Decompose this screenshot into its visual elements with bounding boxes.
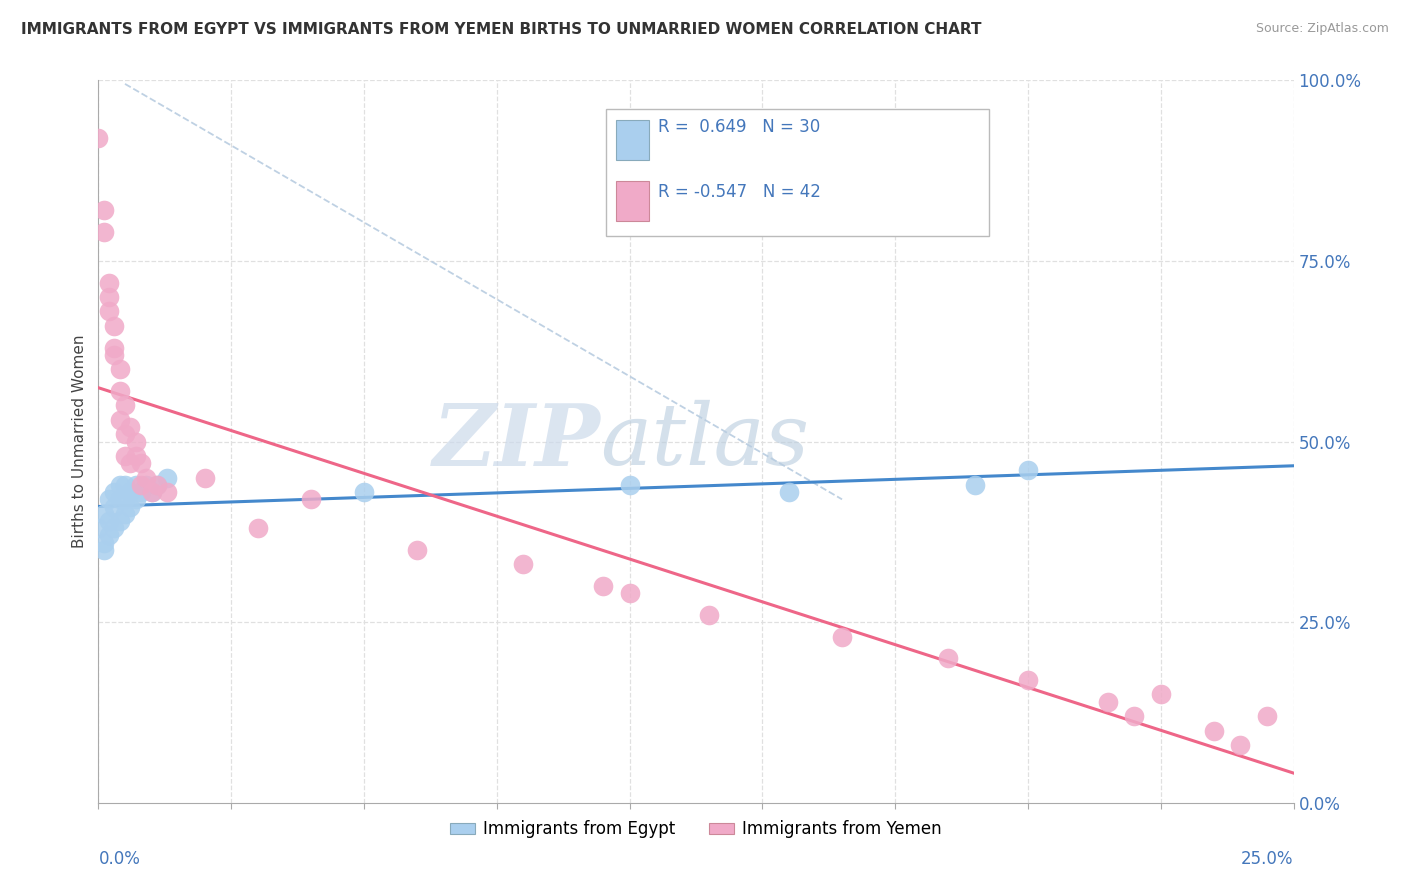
Point	[120, 456, 142, 470]
Point	[353, 485, 375, 500]
Point	[141, 485, 163, 500]
Point	[93, 507, 115, 521]
Point	[246, 521, 269, 535]
Point	[619, 586, 641, 600]
Point	[108, 492, 131, 507]
Text: ZIP: ZIP	[433, 400, 600, 483]
Point	[103, 348, 125, 362]
Point	[87, 131, 110, 145]
Text: 25.0%: 25.0%	[1241, 850, 1294, 868]
Point	[1229, 738, 1251, 752]
Point	[1202, 723, 1225, 738]
Point	[1097, 695, 1119, 709]
Point	[141, 485, 163, 500]
Point	[194, 470, 217, 484]
Point	[114, 492, 136, 507]
Point	[697, 607, 720, 622]
Point	[98, 514, 121, 528]
Point	[135, 470, 157, 484]
Point	[1256, 709, 1278, 723]
FancyBboxPatch shape	[616, 181, 650, 221]
Point	[103, 500, 125, 514]
Point	[592, 579, 614, 593]
Point	[831, 630, 853, 644]
Point	[936, 651, 959, 665]
Y-axis label: Births to Unmarried Women: Births to Unmarried Women	[72, 334, 87, 549]
Text: 0.0%: 0.0%	[98, 850, 141, 868]
Point	[98, 290, 121, 304]
Text: atlas: atlas	[600, 401, 810, 483]
Point	[108, 478, 131, 492]
Point	[129, 478, 152, 492]
Point	[778, 485, 800, 500]
Point	[98, 492, 121, 507]
Text: IMMIGRANTS FROM EGYPT VS IMMIGRANTS FROM YEMEN BIRTHS TO UNMARRIED WOMEN CORRELA: IMMIGRANTS FROM EGYPT VS IMMIGRANTS FROM…	[21, 22, 981, 37]
Point	[124, 492, 146, 507]
Point	[120, 485, 142, 500]
Point	[120, 500, 142, 514]
Point	[120, 420, 142, 434]
Point	[108, 362, 131, 376]
Point	[124, 478, 146, 492]
Point	[124, 449, 146, 463]
Point	[963, 478, 986, 492]
Point	[124, 434, 146, 449]
Point	[93, 535, 115, 549]
Point	[156, 470, 179, 484]
Point	[619, 478, 641, 492]
Point	[1017, 673, 1039, 687]
Point	[98, 528, 121, 542]
Point	[93, 203, 115, 218]
Point	[406, 542, 429, 557]
Point	[114, 478, 136, 492]
Point	[1123, 709, 1146, 723]
Point	[1017, 463, 1039, 477]
Point	[135, 478, 157, 492]
Point	[98, 304, 121, 318]
Point	[103, 521, 125, 535]
Point	[129, 485, 152, 500]
FancyBboxPatch shape	[606, 109, 988, 235]
Point	[108, 384, 131, 398]
FancyBboxPatch shape	[616, 120, 650, 160]
Point	[146, 478, 169, 492]
Point	[98, 276, 121, 290]
Point	[299, 492, 322, 507]
Point	[103, 318, 125, 333]
Legend: Immigrants from Egypt, Immigrants from Yemen: Immigrants from Egypt, Immigrants from Y…	[443, 814, 949, 845]
Point	[93, 542, 115, 557]
Point	[1150, 687, 1173, 701]
Point	[114, 427, 136, 442]
Text: R = -0.547   N = 42: R = -0.547 N = 42	[658, 183, 821, 202]
Point	[146, 478, 169, 492]
Text: Source: ZipAtlas.com: Source: ZipAtlas.com	[1256, 22, 1389, 36]
Point	[114, 507, 136, 521]
Point	[108, 413, 131, 427]
Point	[87, 521, 110, 535]
Point	[93, 225, 115, 239]
Point	[103, 341, 125, 355]
Point	[512, 558, 534, 572]
Point	[103, 485, 125, 500]
Point	[156, 485, 179, 500]
Point	[108, 514, 131, 528]
Point	[129, 456, 152, 470]
Text: R =  0.649   N = 30: R = 0.649 N = 30	[658, 119, 820, 136]
Point	[114, 398, 136, 412]
Point	[114, 449, 136, 463]
